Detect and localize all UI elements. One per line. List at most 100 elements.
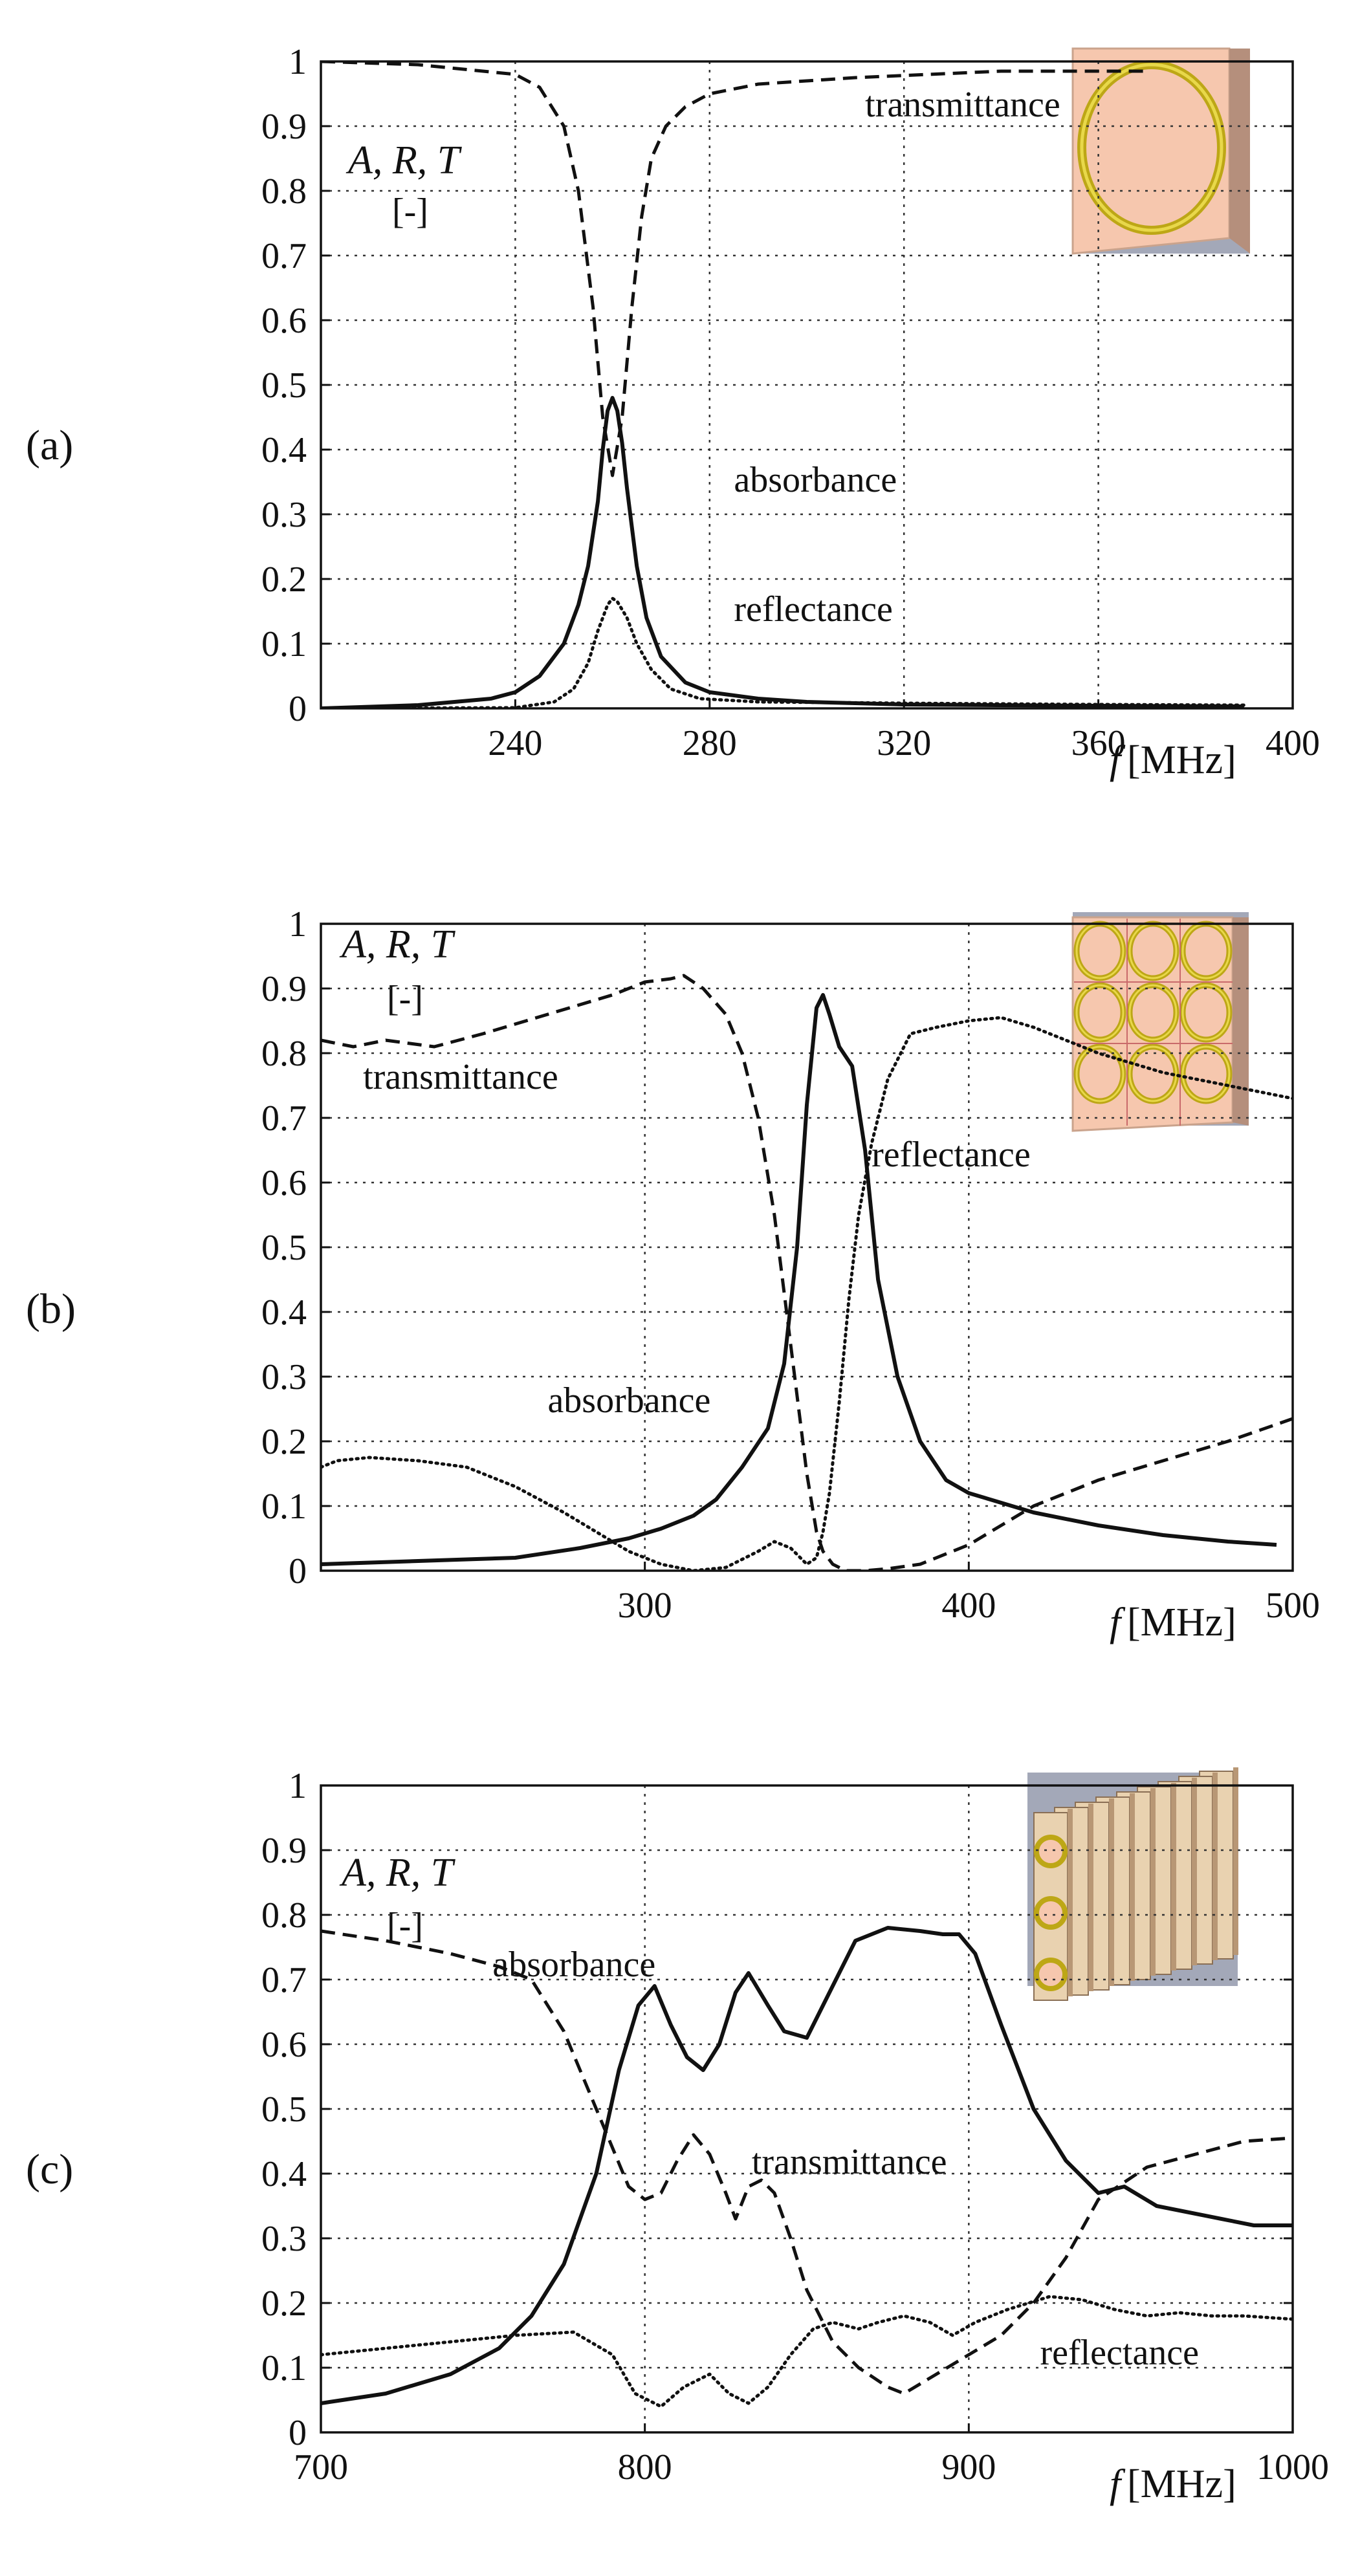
x-tick-label: 900	[941, 2447, 996, 2487]
y-tick-label: 0.1	[261, 2348, 307, 2388]
stack-plate-edge	[1212, 1773, 1218, 1960]
x-tick-label: 240	[488, 723, 542, 763]
y-axis-label-name: A, R, T	[339, 922, 456, 966]
y-tick-label: 0.8	[261, 171, 307, 212]
y-tick-label: 0.1	[261, 1487, 307, 1527]
y-tick-label: 1	[289, 1766, 307, 1806]
x-tick-label: 300	[618, 1586, 672, 1626]
y-axis-label: A, R, T [-]	[345, 138, 463, 232]
stack-plate-edge	[1109, 1798, 1114, 1986]
x-tick-label: 400	[1266, 723, 1320, 763]
plot-area: 0 0.1 0.2 0.3 0.4 0.5 0.6 0.7 0.8 0.9 1 300 400 500 tr…	[261, 904, 1320, 1626]
series-line-reflectance	[321, 2295, 1293, 2408]
x-axis-label: f [MHz]	[1110, 2462, 1236, 2506]
ring-array-icon	[1073, 919, 1233, 1126]
grid	[321, 61, 1293, 708]
y-axis-label: A, R, T [-]	[339, 922, 456, 1019]
x-tick-label: 280	[683, 723, 737, 763]
inset-stacked-arrays	[1027, 1767, 1238, 2001]
panel-c: (c) A, R, T [-] f [MHz] 0 0.1 0.2 0.3 0.4 0.5…	[26, 1766, 1329, 2506]
y-tick-label: 0.6	[261, 301, 307, 341]
y-tick-label: 0.2	[261, 560, 307, 600]
y-tick-label: 1	[289, 904, 307, 944]
y-tick-label: 0.8	[261, 1895, 307, 1936]
panel-b: (b) A, R, T [-] f [MHz] 0 0.1 0.2 0.3 0.4 0.5…	[26, 904, 1320, 1644]
series-line-transmittance	[321, 61, 1147, 477]
x-tick-label: 400	[941, 1586, 996, 1626]
series-group	[321, 1926, 1293, 2408]
annotation-transmittance: transmittance	[752, 2142, 947, 2182]
stack-plate-edge	[1233, 1767, 1238, 1955]
y-tick-label: 0.3	[261, 1357, 307, 1397]
y-axis-label-unit: [-]	[387, 979, 423, 1019]
y-axis-label-unit: [-]	[387, 1906, 423, 1946]
y-tick-label: 0.6	[261, 2025, 307, 2065]
series-group	[321, 61, 1246, 708]
y-tick-label: 0.7	[261, 1960, 307, 2000]
series-line-absorbance	[321, 396, 1244, 708]
y-tick-label: 0	[289, 1551, 307, 1591]
plot-area: 0 0.1 0.2 0.3 0.4 0.5 0.6 0.7 0.8 0.9 1 240 280 320 36…	[261, 42, 1320, 763]
x-axis-label-unit: [MHz]	[1127, 1600, 1236, 1644]
ring-icon	[1128, 984, 1178, 1041]
ring-icon	[1034, 1896, 1068, 1930]
y-tick-label: 0.5	[261, 1228, 307, 1268]
y-tick-label: 0.9	[261, 107, 307, 147]
stack-plate-edge	[1068, 1809, 1073, 1996]
series-line-transmittance	[321, 1929, 1293, 2396]
annotation-reflectance: reflectance	[872, 1135, 1031, 1175]
y-axis-label-unit: [-]	[392, 191, 428, 232]
y-tick-label: 0.5	[261, 366, 307, 406]
stack-plate-edge	[1171, 1783, 1176, 1970]
y-tick-label: 0.9	[261, 1831, 307, 1871]
ring-icon	[1075, 1045, 1124, 1102]
annotation-transmittance: transmittance	[363, 1057, 558, 1097]
ring-icon	[1128, 1045, 1178, 1102]
series-line-reflectance	[321, 596, 1246, 708]
y-tick-label: 0.7	[261, 236, 307, 276]
x-tick-label: 500	[1266, 1586, 1320, 1626]
x-tick-label: 800	[618, 2447, 672, 2487]
panel-label: (a)	[26, 422, 73, 469]
annotation-absorbance: absorbance	[734, 460, 897, 500]
y-tick-label: 0.2	[261, 1422, 307, 1462]
x-axis-label: f [MHz]	[1110, 1600, 1236, 1644]
x-axis-label: f [MHz]	[1110, 738, 1236, 782]
y-tick-label: 0	[289, 2413, 307, 2453]
y-tick-label: 0.9	[261, 969, 307, 1009]
series-line-absorbance	[321, 993, 1277, 1566]
x-axis-label-unit: [MHz]	[1127, 738, 1236, 782]
stack-plate-edge	[1150, 1788, 1156, 1976]
ring-icon	[1034, 1958, 1068, 1991]
y-axis-label-name: A, R, T	[345, 138, 463, 182]
y-tick-label: 0.3	[261, 2219, 307, 2259]
y-tick-label: 0	[289, 689, 307, 729]
y-tick-label: 0.2	[261, 2284, 307, 2324]
grid	[321, 1785, 1293, 2432]
series-line-transmittance	[321, 974, 1293, 1571]
y-tick-label: 0.4	[261, 1293, 307, 1333]
x-axis-label-symbol: f	[1110, 2462, 1126, 2506]
series-group	[321, 974, 1293, 1571]
y-tick-label: 0.8	[261, 1034, 307, 1074]
annotation-absorbance: absorbance	[547, 1381, 710, 1421]
inset-ring-array	[1071, 912, 1249, 1132]
inset-single-ring	[1071, 47, 1250, 255]
panel-label: (c)	[26, 2146, 73, 2193]
grid	[321, 924, 1293, 1571]
y-tick-label: 1	[289, 42, 307, 82]
x-axis-label-symbol: f	[1110, 1600, 1126, 1644]
y-tick-label: 0.5	[261, 2090, 307, 2130]
ring-icon	[1075, 984, 1124, 1041]
stack-plate-edge	[1088, 1804, 1093, 1991]
ring-icon	[1181, 984, 1231, 1041]
annotation-absorbance: absorbance	[492, 1945, 655, 1985]
x-tick-label: 1000	[1256, 2447, 1329, 2487]
panel-label: (b)	[26, 1285, 76, 1333]
y-tick-label: 0.4	[261, 430, 307, 470]
panel-a: (a) A, R, T [-] f [MHz] 0 0.1 0.2 0.3 0.4 0.5…	[26, 42, 1320, 782]
stacked-arrays-icon	[1033, 1767, 1238, 2001]
annotation-reflectance: reflectance	[734, 589, 893, 629]
plot-area: 0 0.1 0.2 0.3 0.4 0.5 0.6 0.7 0.8 0.9 1 700 800 900 10…	[261, 1766, 1329, 2487]
